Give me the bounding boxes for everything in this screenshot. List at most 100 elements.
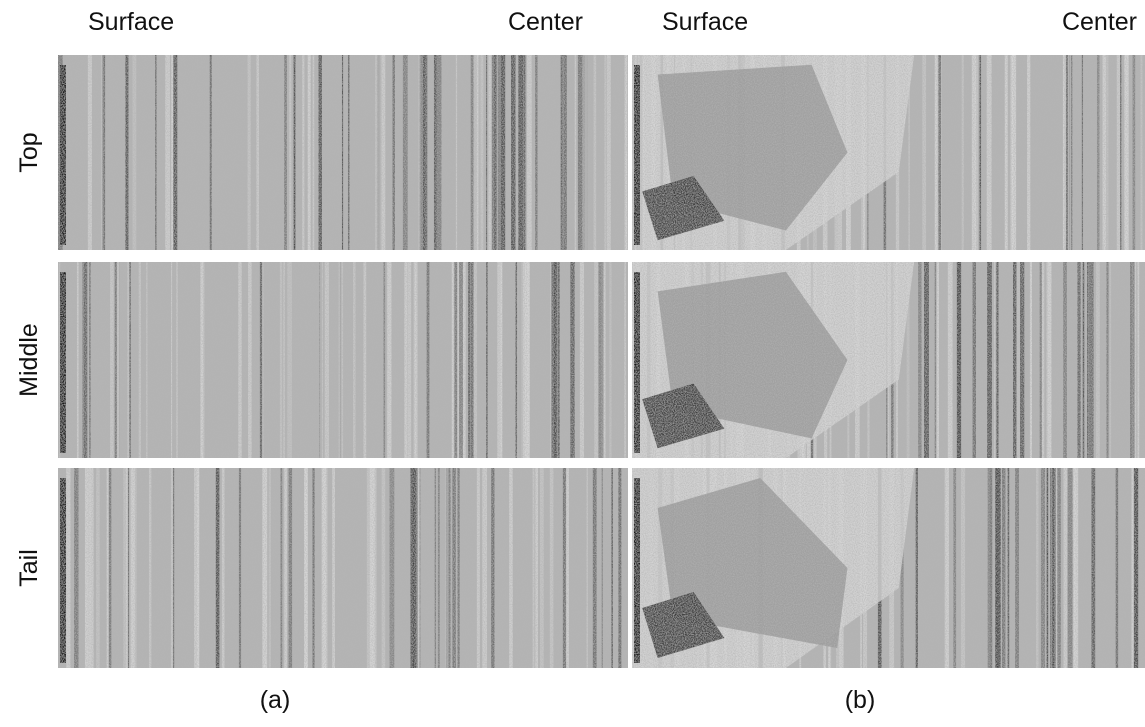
band xyxy=(604,55,606,250)
panel-label: (a) xyxy=(260,686,291,714)
band xyxy=(87,55,92,250)
band xyxy=(934,262,936,458)
band xyxy=(138,262,141,458)
band xyxy=(549,468,554,668)
band xyxy=(370,468,375,668)
grain-region xyxy=(657,64,848,231)
band xyxy=(550,262,553,458)
band xyxy=(461,262,466,458)
band xyxy=(418,55,423,250)
micrograph xyxy=(632,468,1145,668)
band xyxy=(1107,55,1109,250)
band xyxy=(280,468,283,668)
band xyxy=(597,262,602,458)
band xyxy=(287,262,292,458)
band xyxy=(523,262,526,458)
band xyxy=(1069,55,1072,250)
band xyxy=(1082,262,1085,458)
band xyxy=(924,262,929,458)
band xyxy=(900,468,904,668)
row-label: Tail xyxy=(15,549,43,587)
band xyxy=(248,262,252,458)
band xyxy=(320,262,323,458)
band xyxy=(324,262,329,458)
band xyxy=(1116,55,1121,250)
band xyxy=(1140,55,1143,250)
band xyxy=(523,55,526,250)
band xyxy=(565,468,569,668)
column-label: Surface xyxy=(88,8,174,36)
band xyxy=(66,468,71,668)
band xyxy=(110,262,114,458)
band xyxy=(1096,262,1100,458)
band xyxy=(341,55,344,250)
band xyxy=(83,262,88,458)
band xyxy=(363,262,367,458)
band xyxy=(197,468,199,668)
band xyxy=(972,262,977,458)
band xyxy=(458,262,463,458)
surface-edge xyxy=(60,65,66,245)
band xyxy=(146,262,148,458)
band xyxy=(1087,262,1089,458)
band xyxy=(527,55,532,250)
surface-edge xyxy=(634,272,640,453)
band xyxy=(392,55,395,250)
band xyxy=(417,468,420,668)
surface-edge xyxy=(60,272,66,453)
band xyxy=(624,55,628,250)
band xyxy=(332,468,335,668)
band xyxy=(130,468,136,668)
band xyxy=(906,262,910,458)
grain-dark xyxy=(642,175,725,241)
band xyxy=(312,468,315,668)
band xyxy=(500,262,503,458)
band xyxy=(936,262,940,458)
band xyxy=(279,262,283,458)
band xyxy=(165,55,171,250)
band xyxy=(1029,262,1033,458)
band xyxy=(378,55,382,250)
band xyxy=(82,262,85,458)
band xyxy=(261,262,264,458)
band xyxy=(436,55,442,250)
band xyxy=(1115,468,1119,668)
band xyxy=(1067,468,1073,668)
band xyxy=(283,262,285,458)
band xyxy=(103,55,106,250)
band xyxy=(1063,262,1067,458)
band xyxy=(468,262,470,458)
band xyxy=(238,468,242,668)
band xyxy=(1057,468,1061,668)
grain-dark xyxy=(642,383,725,449)
band xyxy=(413,468,417,668)
band xyxy=(383,262,386,458)
band xyxy=(123,468,127,668)
band xyxy=(1040,262,1045,458)
band xyxy=(486,55,488,250)
band xyxy=(102,55,105,250)
band xyxy=(491,55,494,250)
band xyxy=(994,262,996,458)
band xyxy=(570,262,575,458)
band xyxy=(563,55,567,250)
micrograph-panel: Surface Center (a) xyxy=(58,8,628,714)
band xyxy=(96,468,100,668)
row-label: Top xyxy=(15,132,43,172)
band xyxy=(1064,55,1068,250)
band xyxy=(602,262,606,458)
band xyxy=(584,55,588,250)
band xyxy=(624,262,627,458)
band xyxy=(259,262,263,458)
band xyxy=(318,55,322,250)
band xyxy=(1063,468,1068,668)
band xyxy=(1052,468,1055,668)
band xyxy=(935,55,939,250)
band xyxy=(470,262,474,458)
band xyxy=(532,468,534,668)
band xyxy=(116,262,120,458)
band xyxy=(1027,55,1031,250)
band xyxy=(238,262,242,458)
band xyxy=(1013,262,1017,458)
